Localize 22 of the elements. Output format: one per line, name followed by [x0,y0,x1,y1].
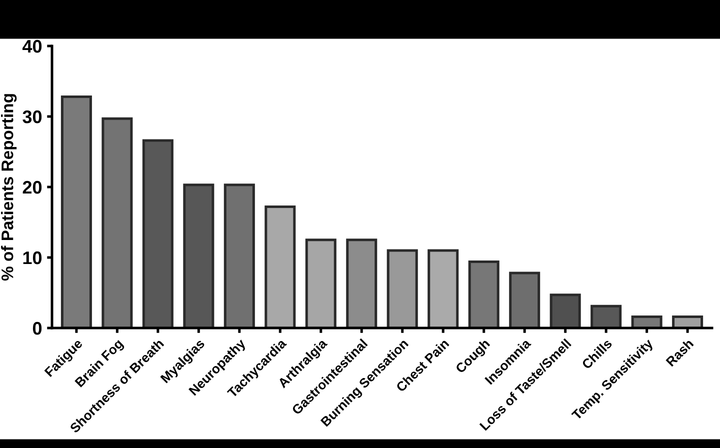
y-tick-label: 30 [22,110,42,124]
bar [305,238,336,328]
y-tick-label: 0 [32,322,42,335]
y-tick-label: 10 [23,251,42,264]
bar [60,96,92,328]
bar [264,205,296,328]
bar [672,315,704,328]
bar [386,249,418,328]
y-axis-title: % of Patients Reporting [1,94,17,281]
bar [102,117,133,328]
bar [550,294,581,328]
bar [631,315,662,328]
bar [590,304,622,328]
y-tick-label: 20 [22,180,42,194]
bar [142,139,174,328]
bar [428,249,459,328]
bar [224,184,255,328]
bar [468,260,500,328]
bar [509,272,540,328]
bar [183,184,214,328]
bar [346,238,378,328]
y-tick-label: 40 [22,40,42,53]
